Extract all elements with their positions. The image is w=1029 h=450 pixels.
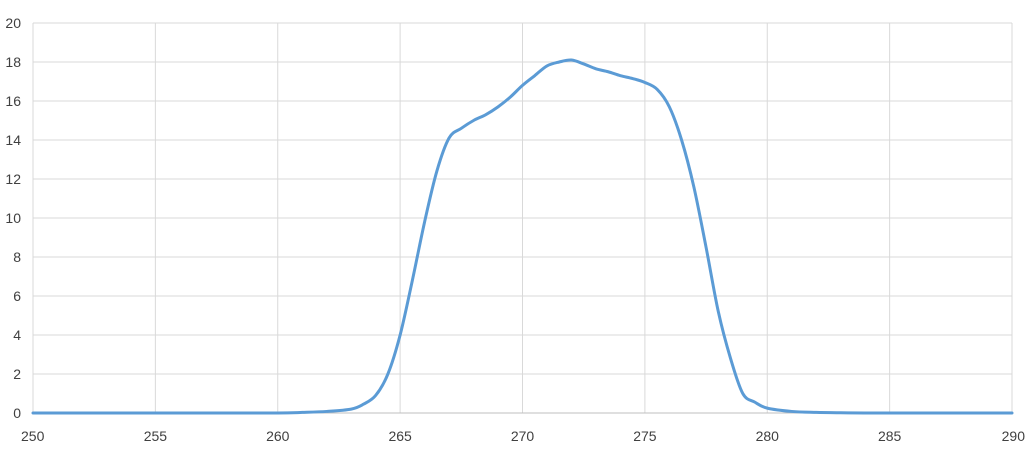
x-tick-label: 285	[878, 428, 902, 444]
series-line	[31, 58, 1014, 415]
x-tick-label: 255	[144, 428, 168, 444]
y-tick-label: 0	[13, 405, 21, 421]
y-tick-label: 16	[5, 93, 21, 109]
x-tick-label: 250	[21, 428, 45, 444]
x-tick-label: 270	[511, 428, 535, 444]
series-layer	[31, 58, 1014, 415]
y-tick-label: 8	[13, 249, 21, 265]
y-tick-label: 20	[5, 15, 21, 31]
y-tick-label: 12	[5, 171, 21, 187]
y-tick-label: 2	[13, 366, 21, 382]
y-tick-label: 18	[5, 54, 21, 70]
x-tick-label: 275	[633, 428, 657, 444]
x-tick-label: 260	[266, 428, 290, 444]
gridlines	[33, 22, 1013, 413]
y-tick-label: 14	[5, 132, 21, 148]
y-tick-label: 10	[5, 210, 21, 226]
tick-labels: 0 2 4 6 8 10 12 14 16 18 20 250 255 260 265 270 275 280 28…	[5, 15, 1025, 444]
y-tick-label: 4	[13, 327, 21, 343]
y-tick-label: 6	[13, 288, 21, 304]
x-tick-label: 265	[388, 428, 412, 444]
x-tick-label: 280	[756, 428, 780, 444]
x-tick-label: 290	[1002, 428, 1026, 444]
